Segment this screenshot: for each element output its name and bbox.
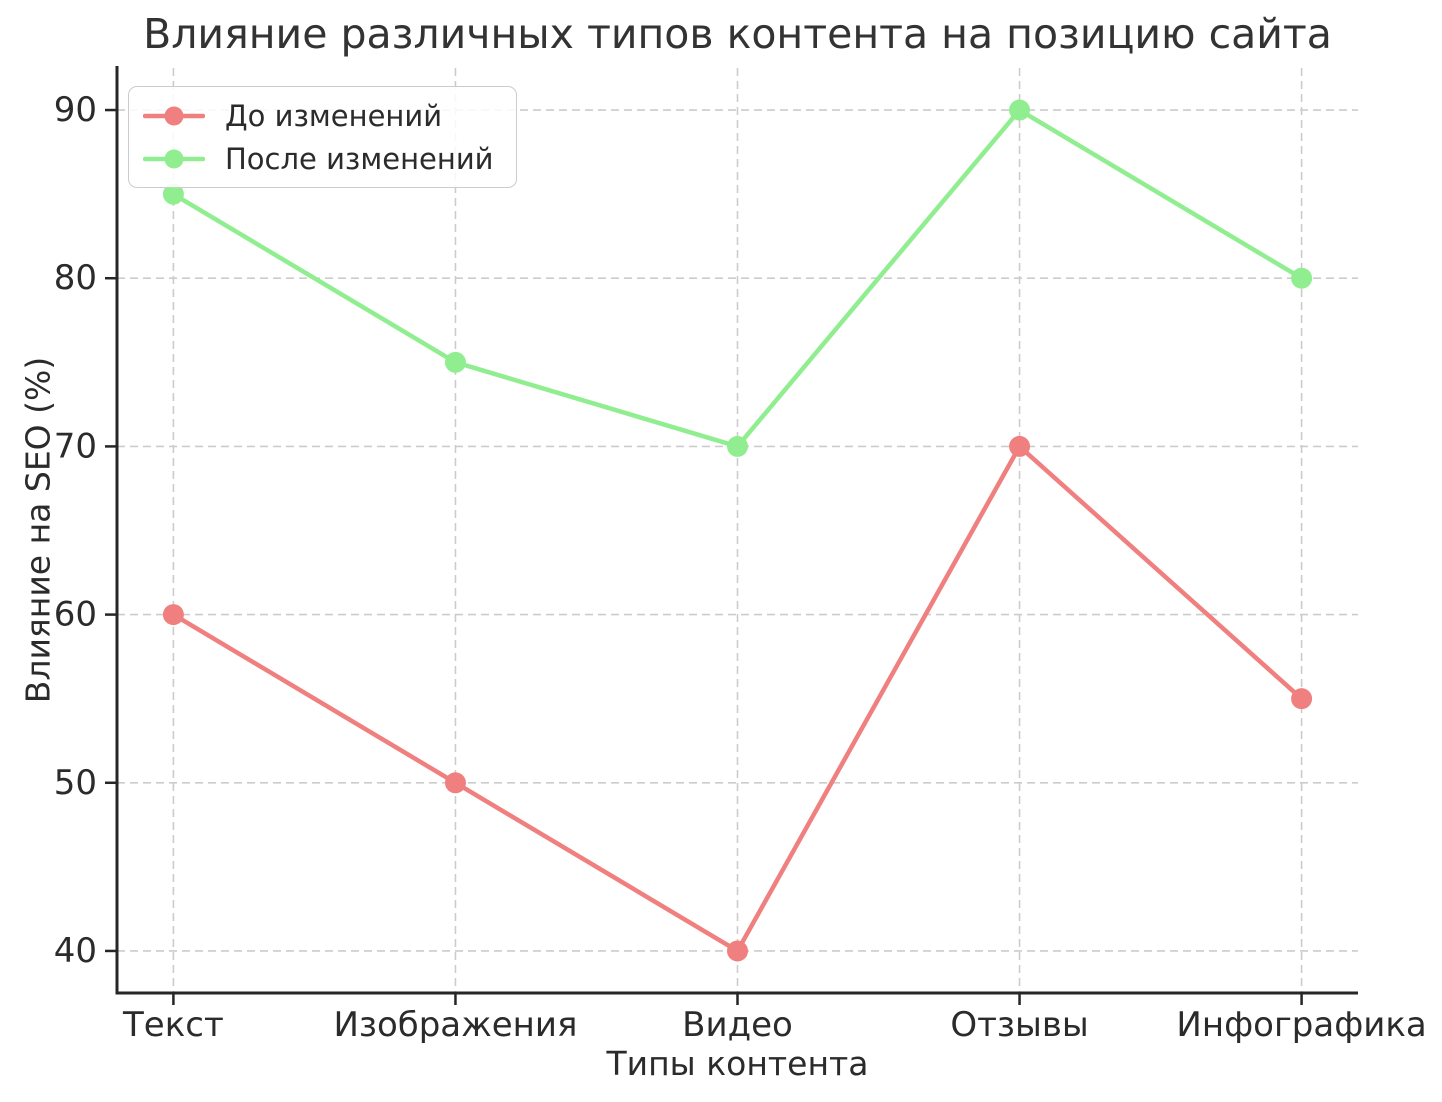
y-tick-label: 40 <box>54 931 97 971</box>
x-axis-label: Типы контента <box>606 1044 869 1083</box>
data-point-marker-1 <box>1009 99 1031 121</box>
data-point-marker-0 <box>1009 435 1031 457</box>
data-point-marker-0 <box>444 772 466 794</box>
x-tick-label: Видео <box>682 1005 793 1045</box>
data-point-marker-1 <box>444 351 466 373</box>
x-tick-label: Инфографика <box>1176 1005 1426 1045</box>
y-tick-label: 70 <box>54 426 97 466</box>
chart-title: Влияние различных типов контента на пози… <box>143 10 1332 58</box>
data-point-marker-0 <box>162 604 184 626</box>
y-tick-label: 80 <box>54 258 97 298</box>
legend-item-after: После изменений <box>143 138 494 179</box>
data-point-marker-1 <box>1291 267 1313 289</box>
legend-line-marker-after-icon <box>143 149 205 168</box>
data-point-marker-1 <box>727 435 748 457</box>
legend: До изменений После изменений <box>128 86 517 188</box>
legend-item-before: До изменений <box>143 95 494 136</box>
y-tick-label: 50 <box>54 763 97 803</box>
x-tick-label: Отзывы <box>950 1005 1088 1045</box>
data-point-marker-0 <box>727 940 748 962</box>
y-tick-label: 60 <box>54 595 97 635</box>
x-tick-label: Текст <box>122 1005 224 1045</box>
legend-label-before: До изменений <box>225 98 443 133</box>
legend-label-after: После изменений <box>225 141 494 176</box>
x-tick-label: Изображения <box>333 1005 577 1045</box>
data-point-marker-1 <box>162 183 184 205</box>
y-tick-label: 90 <box>54 90 97 130</box>
legend-line-marker-before-icon <box>143 106 205 125</box>
data-point-marker-0 <box>1291 688 1313 710</box>
